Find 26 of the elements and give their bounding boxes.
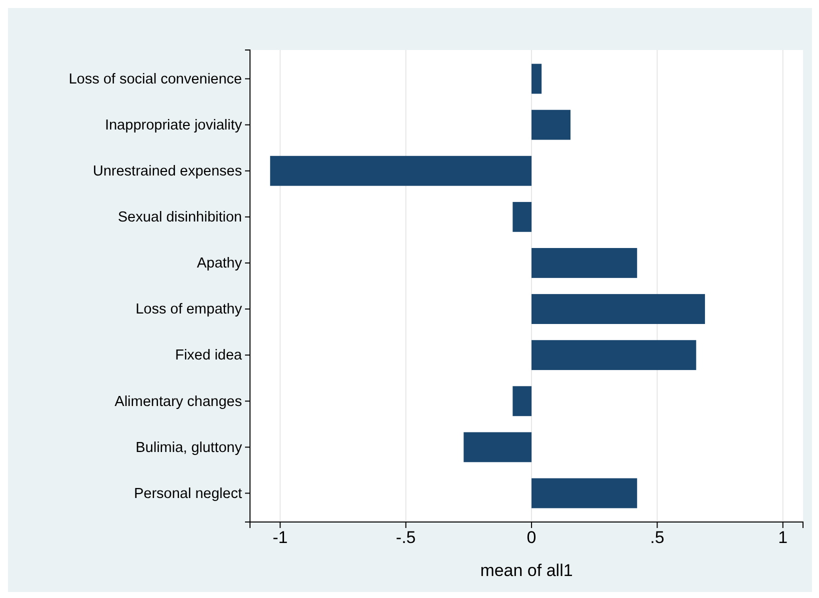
y-tick-label: Loss of social convenience	[68, 71, 242, 88]
x-tick-label: .5	[650, 528, 664, 548]
bar	[532, 340, 696, 370]
x-tick-label: -1	[272, 528, 288, 548]
x-axis-title: mean of all1	[480, 561, 573, 580]
bar	[532, 294, 705, 324]
x-tick-label: 1	[778, 528, 788, 548]
y-tick-label: Loss of empathy	[136, 302, 243, 318]
bar	[512, 386, 532, 416]
bar	[512, 202, 532, 232]
bar	[532, 248, 638, 278]
y-tick-label: Alimentary changes	[114, 394, 242, 410]
y-tick-label: Unrestrained expenses	[92, 164, 242, 180]
y-tick-label: Sexual disinhibition	[118, 210, 242, 226]
bar	[532, 110, 570, 140]
bar	[532, 64, 542, 94]
y-tick-label: Apathy	[196, 256, 243, 272]
y-tick-label: Personal neglect	[134, 486, 242, 502]
x-tick-label: -.5	[396, 528, 416, 548]
y-tick-label: Fixed idea	[175, 348, 243, 364]
y-tick-label: Bulimia, gluttony	[136, 440, 243, 456]
bar	[532, 478, 638, 508]
bar	[464, 432, 532, 462]
y-tick-label: Inappropriate joviality	[104, 117, 243, 134]
x-tick-label: 0	[526, 528, 536, 548]
bar	[270, 156, 532, 186]
